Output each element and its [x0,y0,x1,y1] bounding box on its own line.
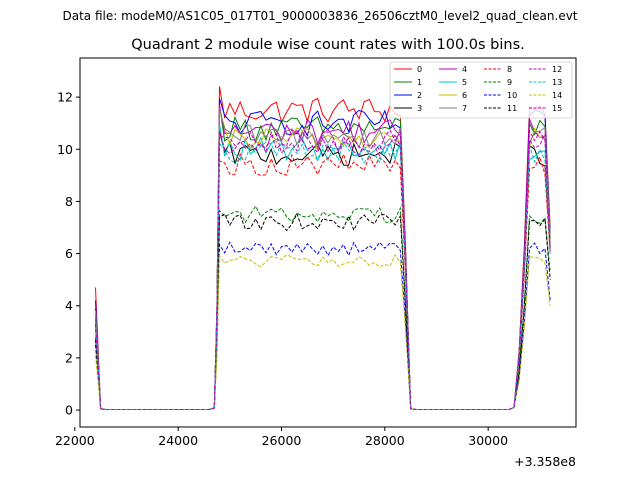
legend-label-7: 7 [462,104,467,113]
x-tick-label: 28000 [365,433,405,448]
y-tick-label: 4 [65,298,73,313]
legend-label-6: 6 [462,91,467,100]
x-tick-label: 22000 [55,433,95,448]
y-tick-label: 10 [57,142,73,157]
series-line-15 [95,128,551,411]
legend-label-12: 12 [552,65,562,74]
x-tick-label: 26000 [262,433,302,448]
legend-label-10: 10 [507,91,517,100]
legend-label-13: 13 [552,78,562,87]
y-axis: 0 2 4 6 8 10 12 [57,90,80,418]
legend-label-2: 2 [417,91,422,100]
figure-suptitle: Data file: modeM0/AS1C05_017T01_90000038… [62,9,577,23]
series-layer [95,86,551,411]
legend-label-11: 11 [507,104,517,113]
y-tick-label: 2 [65,350,73,365]
x-offset-label: +3.358e8 [514,454,576,469]
y-tick-label: 12 [57,90,73,105]
legend-frame [389,61,573,119]
y-tick-label: 0 [65,403,73,418]
x-axis: 22000 24000 26000 28000 30000 [55,427,508,448]
x-tick-label: 30000 [468,433,508,448]
legend-label-8: 8 [507,65,512,74]
y-tick-label: 8 [65,194,73,209]
legend-label-3: 3 [417,104,422,113]
y-tick-label: 6 [65,246,73,261]
legend-label-4: 4 [462,65,467,74]
legend-label-14: 14 [552,91,562,100]
legend-label-1: 1 [417,78,422,87]
x-tick-label: 24000 [158,433,198,448]
chart-title: Quadrant 2 module wise count rates with … [131,37,525,53]
legend-label-5: 5 [462,78,467,87]
legend-label-15: 15 [552,104,562,113]
legend-label-0: 0 [417,65,422,74]
axes-frame [79,57,577,428]
legend-label-9: 9 [507,78,512,87]
